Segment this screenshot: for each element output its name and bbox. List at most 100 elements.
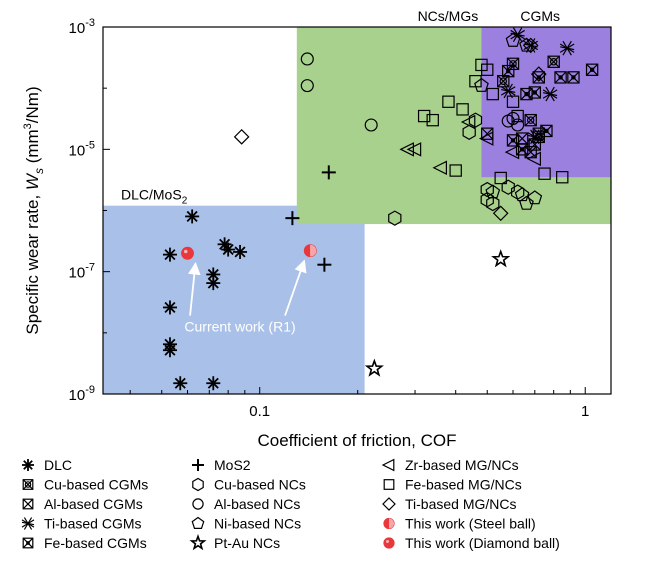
legend-label: MoS2	[214, 457, 251, 473]
point-fe-based-mg-ncs	[506, 95, 520, 108]
legend-label: Pt-Au NCs	[214, 535, 280, 551]
legend-marker	[22, 479, 34, 490]
point-fe-based-cgms	[502, 64, 515, 78]
point-fe-based-mg-ncs	[556, 171, 569, 184]
point-mos2	[285, 211, 300, 226]
point-fe-based-cgms	[506, 134, 520, 147]
legend-item-zr-based-mg-ncs: Zr-based MG/NCs	[381, 457, 519, 473]
legend-item-ti-based-mg-ncs: Ti-based MG/NCs	[382, 496, 517, 512]
data-points-layer	[162, 27, 599, 391]
legend-marker	[383, 537, 395, 549]
series-ti-based-cgms	[500, 27, 575, 145]
legend-marker	[21, 517, 35, 530]
point-ni-based-ncs	[519, 37, 534, 52]
point-dlc	[185, 209, 200, 224]
axis-ticks: 0.1 1 10-9 10-7 10-5 10-3	[69, 17, 590, 420]
point-ni-based-ncs	[527, 190, 543, 205]
point-ti-based-cgms	[527, 129, 543, 145]
point-fe-based-mg-ncs	[494, 171, 507, 185]
legend-label: Al-based NCs	[214, 496, 300, 512]
point-pt-au-ncs	[491, 249, 511, 268]
x-axis-label: Coefficient of friction, COF	[257, 431, 456, 450]
point-pt-au-ncs	[364, 358, 384, 377]
legend-item-ni-based-ncs: Ni-based NCs	[191, 516, 301, 532]
point-cu-based-ncs	[468, 112, 483, 128]
point-cu-based-ncs	[462, 124, 476, 140]
legend-marker	[192, 477, 204, 492]
annotation-arrow	[284, 259, 307, 316]
point-al-based-ncs	[506, 111, 520, 125]
legend-marker	[382, 497, 396, 511]
legend: DLC Cu-based CGMs Al-based CGMs Ti-based CG…	[21, 457, 560, 551]
x-tick-label: 0.1	[249, 403, 270, 420]
legend-item-dlc: DLC	[22, 457, 72, 473]
point-fe-based-mg-ncs	[486, 87, 499, 101]
legend-marker	[383, 517, 395, 530]
point-ti-based-cgms	[500, 83, 516, 99]
point-mos2	[321, 165, 336, 180]
series-al-based-ncs	[300, 52, 525, 132]
legend-marker	[191, 516, 205, 529]
point-this-work-diamond-ball	[181, 246, 194, 260]
point-fe-based-mg-ncs	[538, 167, 551, 180]
legend-label: DLC	[44, 457, 72, 473]
point-dlc	[206, 276, 221, 291]
legend-marker	[192, 459, 204, 471]
legend-label: Ni-based NCs	[214, 516, 301, 532]
point-cu-based-cgms	[524, 113, 537, 127]
legend-item-cu-based-cgms: Cu-based CGMs	[22, 477, 148, 493]
point-dlc	[206, 376, 221, 391]
point-dlc	[173, 376, 188, 391]
legend-label: Ti-based CGMs	[44, 516, 142, 532]
series-dlc	[162, 209, 248, 391]
y-tick-label: 10-9	[69, 384, 95, 404]
point-fe-based-mg-ncs	[481, 63, 494, 76]
point-ni-based-ncs	[474, 77, 489, 92]
legend-label: Al-based CGMs	[44, 496, 143, 512]
point-cu-based-ncs	[388, 210, 402, 226]
point-fe-based-cgms	[554, 71, 567, 84]
point-ti-based-mg-ncs	[233, 128, 250, 145]
point-dlc	[162, 343, 177, 358]
point-al-based-ncs	[300, 52, 314, 66]
legend-item-cu-based-ncs: Cu-based NCs	[192, 477, 306, 493]
annotation-layer: Current work (R1)	[184, 259, 307, 335]
legend-item-mos2: MoS2	[192, 457, 251, 473]
legend-marker	[189, 534, 207, 551]
point-dlc	[221, 242, 236, 257]
point-fe-based-cgms	[520, 87, 533, 101]
legend-marker	[22, 498, 34, 510]
legend-label: Fe-based CGMs	[44, 535, 147, 551]
legend-item-this-work-diamond-ball: This work (Diamond ball)	[383, 535, 560, 551]
point-dlc	[162, 300, 177, 315]
y-tick-label: 10-5	[69, 139, 95, 159]
point-fe-based-cgms	[585, 63, 599, 76]
legend-marker	[383, 479, 395, 490]
legend-marker	[22, 537, 34, 549]
series-mos2	[285, 165, 336, 272]
point-fe-based-mg-ncs	[426, 113, 439, 127]
region-label-cgms: CGMs	[520, 8, 560, 24]
legend-label: This work (Steel ball)	[405, 516, 536, 532]
point-ni-based-ncs	[514, 187, 530, 202]
series-this-work-steel-ball	[303, 244, 317, 258]
point-fe-based-mg-ncs	[442, 95, 455, 108]
series-pt-au-ncs	[364, 249, 511, 377]
point-al-based-ncs	[511, 118, 525, 132]
point-fe-based-cgms	[528, 86, 542, 99]
series-cu-based-ncs	[388, 112, 525, 226]
point-al-based-cgms	[481, 127, 494, 140]
legend-label: Fe-based MG/NCs	[405, 477, 522, 493]
point-fe-based-cgms	[532, 71, 545, 84]
point-ni-based-ncs	[519, 195, 534, 210]
point-zr-based-mg-ncs	[432, 160, 448, 176]
series-fe-based-cgms	[502, 63, 599, 156]
annotation-current-work: Current work (R1)	[184, 319, 295, 335]
legend-label: This work (Diamond ball)	[405, 535, 560, 551]
y-tick-label: 10-3	[69, 17, 95, 37]
legend-item-fe-based-cgms: Fe-based CGMs	[22, 535, 147, 551]
region-label-dlc-mos: DLC/MoS2	[121, 187, 188, 207]
region-label-ncs-mgs: NCs/MGs	[418, 8, 479, 24]
point-dlc	[233, 244, 248, 259]
legend-item-fe-based-mg-ncs: Fe-based MG/NCs	[383, 477, 522, 493]
